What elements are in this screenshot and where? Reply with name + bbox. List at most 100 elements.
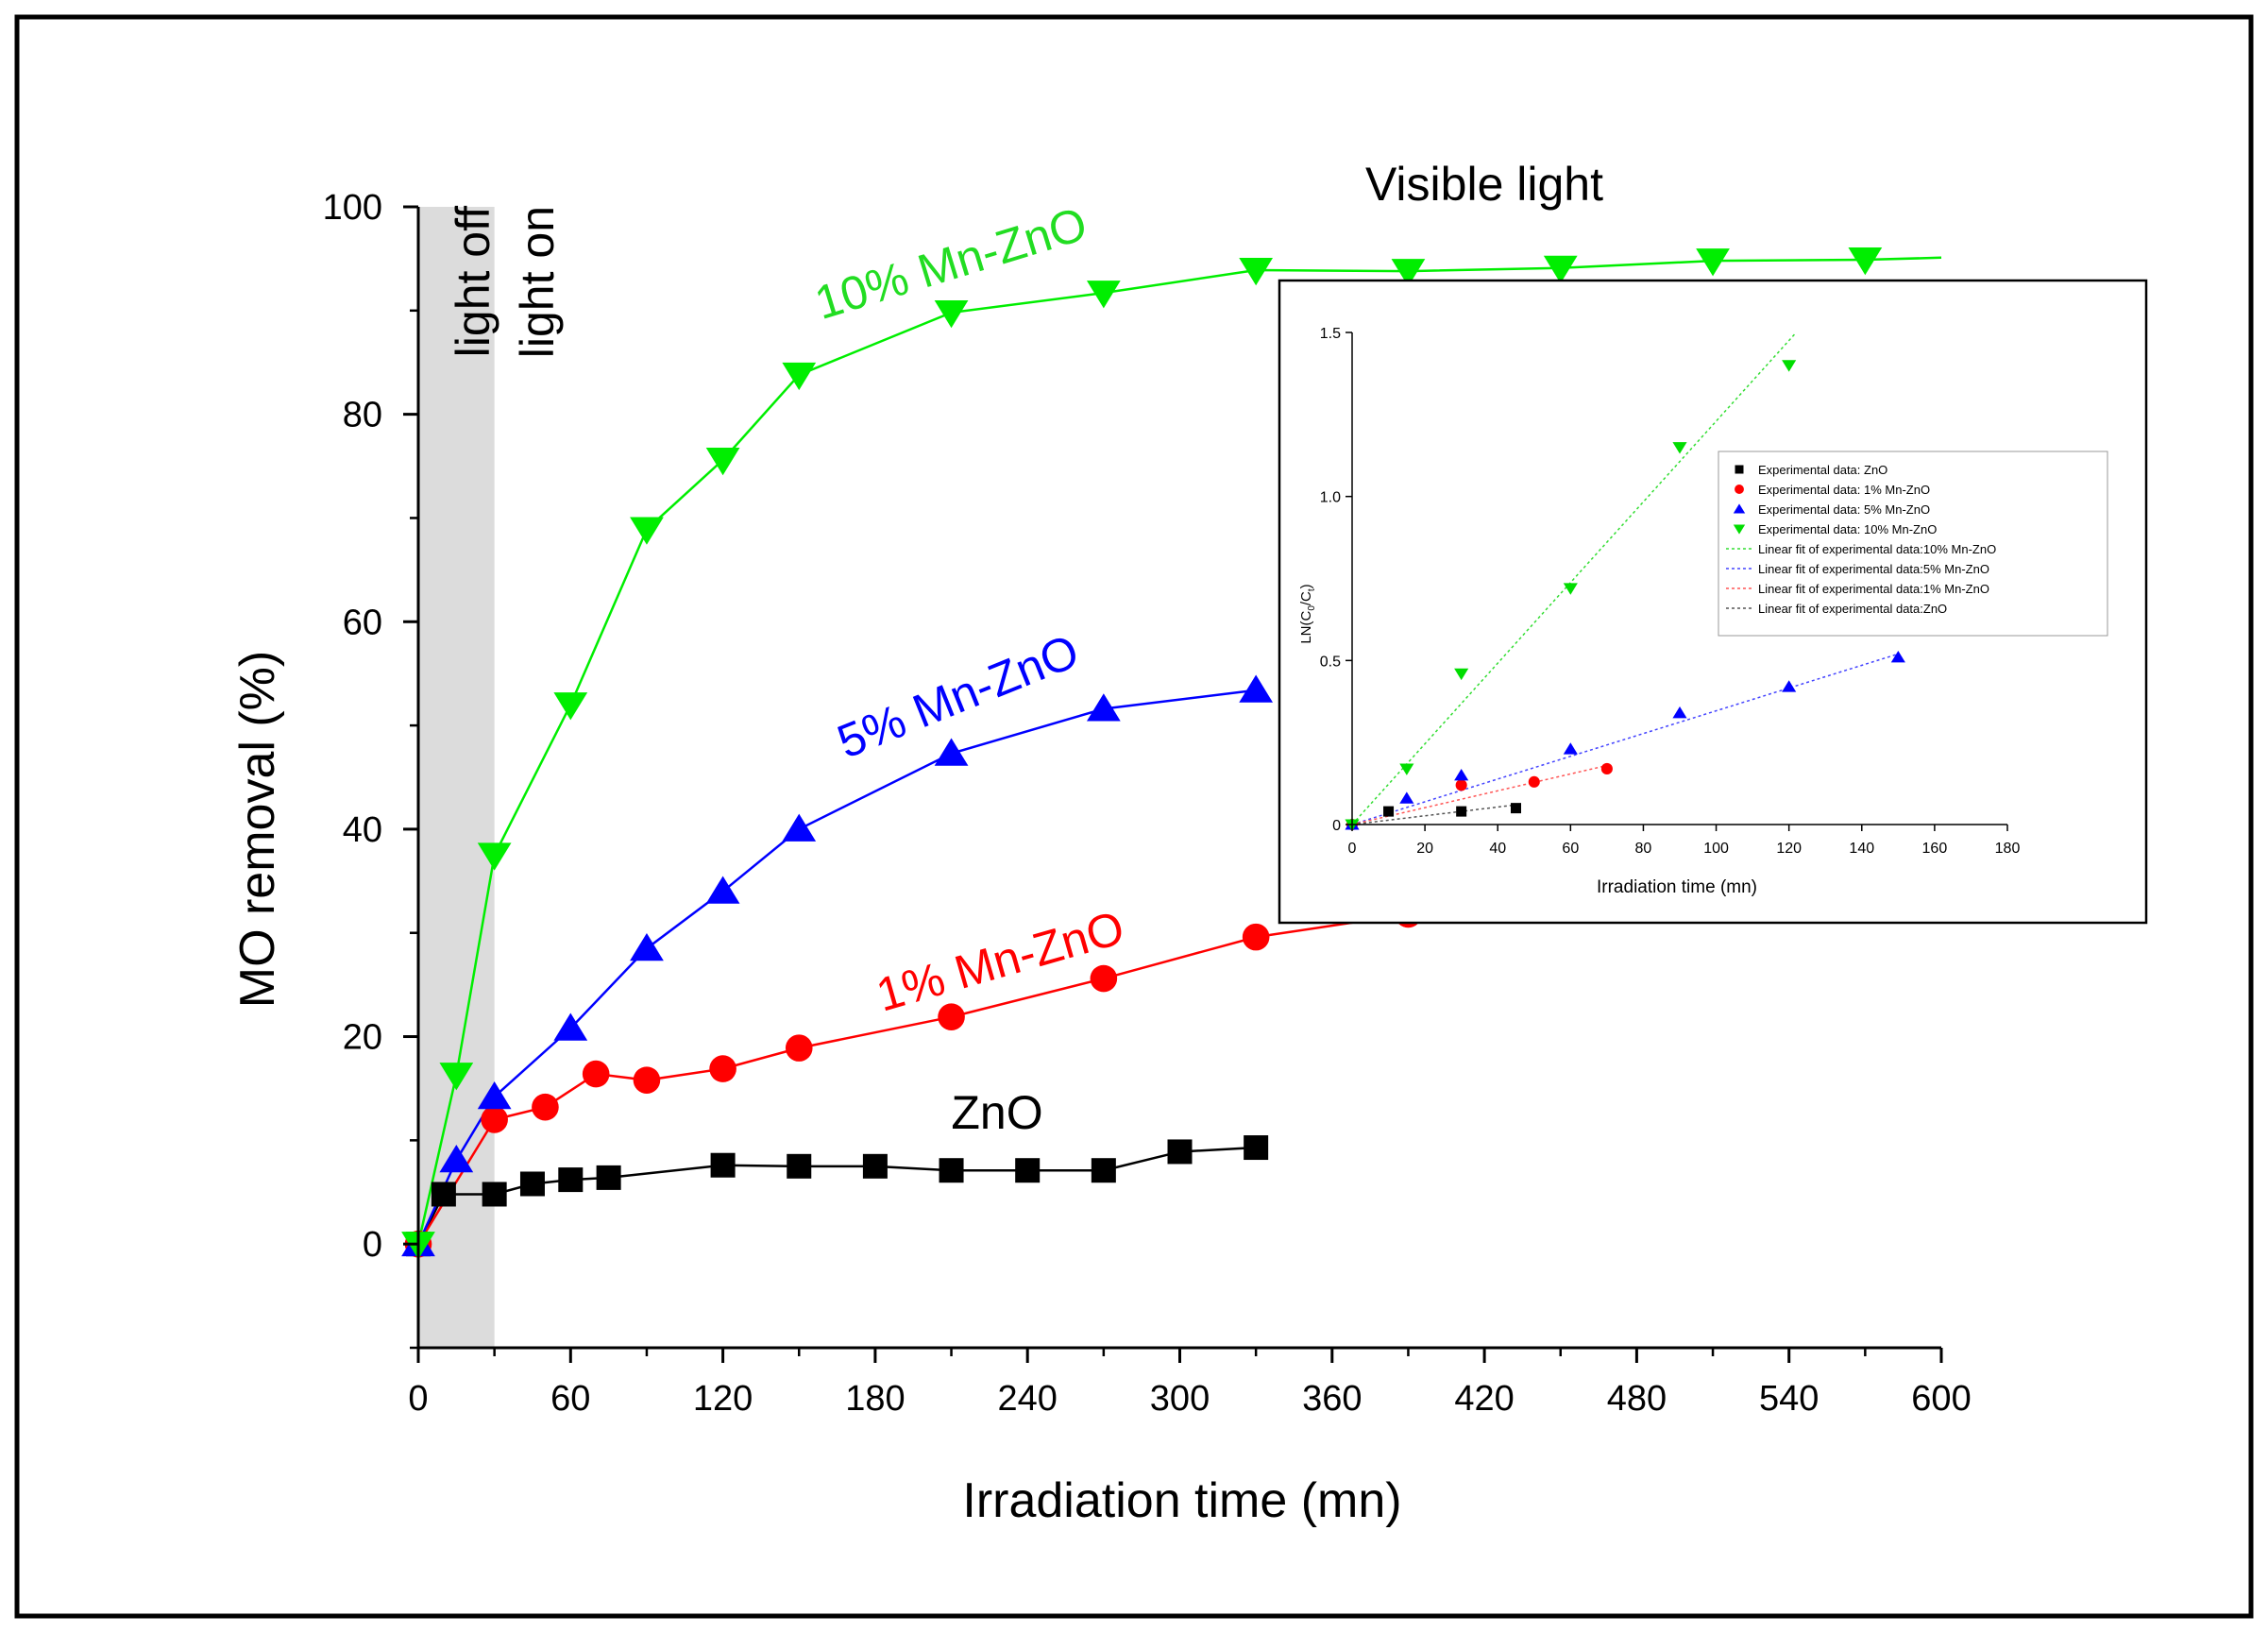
legend-label: Linear fit of experimental data:10% Mn-Z… — [1758, 542, 1996, 556]
inset-y-ticks: 0 0.5 1.0 1.5 — [1320, 326, 1352, 834]
legend-symbol-experimental-data-5pct-mn-zno — [1733, 503, 1746, 514]
main-y-tick-label: 20 — [343, 1018, 382, 1058]
data-point-5pct-mn-zno — [934, 738, 969, 766]
inset-y-tick-label: 0.5 — [1320, 654, 1341, 670]
data-point-10pct-mn-zno — [1239, 257, 1274, 286]
data-point-1pct-mn-zno — [532, 1093, 559, 1121]
light-off-label: light off — [447, 206, 499, 357]
inset-point-experimental-data-zno — [1456, 806, 1467, 817]
main-x-tick-label: 120 — [693, 1379, 753, 1419]
series-line-5pct-mn-zno — [416, 689, 1257, 1245]
inset-fit-line-linear-fit-of-experimental-data-5pct-mn-zno — [1351, 653, 1899, 825]
light-off-shaded-region — [418, 207, 495, 1348]
inset-point-experimental-data-5pct-mn-zno — [1782, 680, 1797, 692]
data-point-5pct-mn-zno — [1239, 674, 1274, 703]
series-label-5pct-mn-zno: 5% Mn-ZnO — [830, 624, 1086, 769]
data-point-5pct-mn-zno — [477, 1080, 512, 1110]
data-point-1pct-mn-zno — [1242, 923, 1270, 951]
main-chart-title: Visible light — [1365, 158, 1603, 211]
inset-point-experimental-data-10pct-mn-zno — [1782, 360, 1797, 372]
main-y-tick-label: 80 — [343, 396, 382, 435]
data-point-1pct-mn-zno — [633, 1066, 661, 1094]
data-point-10pct-mn-zno — [1848, 247, 1883, 276]
main-x-tick-label: 240 — [997, 1379, 1057, 1419]
data-point-zno — [596, 1165, 621, 1190]
inset-x-tick-label: 180 — [1995, 841, 2021, 857]
inset-ylabel-part-1: LN(C — [1298, 611, 1314, 644]
legend-label: Experimental data: 10% Mn-ZnO — [1758, 522, 1937, 536]
figure-frame — [14, 14, 2254, 1619]
data-point-10pct-mn-zno — [1086, 281, 1121, 309]
inset-markers — [1345, 360, 1905, 831]
main-series-markers — [401, 247, 1883, 1260]
data-point-5pct-mn-zno — [439, 1144, 474, 1173]
inset-point-experimental-data-1pct-mn-zno — [1455, 779, 1467, 791]
main-x-tick-label: 540 — [1759, 1379, 1819, 1419]
data-point-zno — [558, 1167, 584, 1193]
main-x-axis-label: Irradiation time (mn) — [962, 1473, 1401, 1528]
series-label-zno: ZnO — [951, 1086, 1042, 1139]
inset-x-axis-label: Irradiation time (mn) — [1597, 877, 1757, 897]
data-point-5pct-mn-zno — [782, 813, 817, 842]
data-point-zno — [1091, 1158, 1116, 1183]
data-point-zno — [939, 1158, 964, 1183]
data-point-1pct-mn-zno — [481, 1106, 508, 1133]
main-x-ticks: 0 60 120 180 240 300 360 420 480 540 600 — [408, 1348, 1972, 1419]
data-point-1pct-mn-zno — [709, 1055, 736, 1082]
data-point-zno — [431, 1182, 456, 1207]
data-point-10pct-mn-zno — [553, 692, 588, 721]
data-point-10pct-mn-zno — [782, 362, 817, 391]
main-x-tick-label: 600 — [1911, 1379, 1971, 1419]
inset-y-tick-label: 0 — [1332, 818, 1341, 834]
inset-ylabel-part-2: /C — [1298, 591, 1314, 605]
inset-point-experimental-data-5pct-mn-zno — [1454, 769, 1469, 781]
inset-x-ticks: 0 20 40 60 80 100 120 140 160 180 — [1348, 825, 2021, 857]
data-point-5pct-mn-zno — [705, 876, 740, 904]
inset-point-experimental-data-10pct-mn-zno — [1454, 668, 1469, 681]
legend-label: Linear fit of experimental data:ZnO — [1758, 602, 1947, 616]
data-point-zno — [1015, 1158, 1041, 1183]
data-point-zno — [1244, 1135, 1269, 1161]
inset-point-experimental-data-5pct-mn-zno — [1890, 650, 1905, 663]
legend-symbol-experimental-data-10pct-mn-zno — [1733, 524, 1746, 535]
main-x-tick-label: 420 — [1454, 1379, 1514, 1419]
inset-x-tick-label: 160 — [1922, 841, 1948, 857]
data-point-5pct-mn-zno — [1086, 693, 1121, 722]
data-point-10pct-mn-zno — [1391, 259, 1426, 287]
inset-ylabel-subscript-t: t — [1307, 588, 1317, 591]
inset-chart: 0 20 40 60 80 100 120 140 160 180 0 0.5 1.0 1.5 Irra… — [1278, 279, 2148, 925]
data-point-10pct-mn-zno — [439, 1063, 474, 1091]
main-x-tick-label: 360 — [1302, 1379, 1362, 1419]
inset-legend: Experimental data: ZnO Experimental data:… — [1718, 451, 2108, 637]
inset-point-experimental-data-5pct-mn-zno — [1672, 706, 1687, 719]
inset-point-experimental-data-10pct-mn-zno — [1563, 583, 1578, 595]
inset-x-tick-label: 20 — [1416, 841, 1433, 857]
data-point-zno — [519, 1171, 545, 1197]
data-point-1pct-mn-zno — [785, 1034, 813, 1062]
main-y-tick-label: 100 — [323, 188, 382, 228]
legend-symbol-experimental-data-zno — [1735, 465, 1744, 474]
inset-x-tick-label: 80 — [1635, 841, 1652, 857]
legend-label: Experimental data: 1% Mn-ZnO — [1758, 483, 1930, 497]
inset-point-experimental-data-10pct-mn-zno — [1672, 442, 1687, 454]
main-x-tick-label: 480 — [1607, 1379, 1667, 1419]
main-y-axis-label: MO removal (%) — [230, 651, 285, 1008]
data-point-zno — [710, 1152, 736, 1178]
data-point-zno — [482, 1182, 507, 1207]
inset-y-tick-label: 1.5 — [1320, 326, 1341, 342]
data-point-1pct-mn-zno — [582, 1060, 610, 1088]
data-point-10pct-mn-zno — [1696, 248, 1730, 277]
inset-fit-line-linear-fit-of-experimental-data-10pct-mn-zno — [1351, 332, 1797, 825]
inset-y-tick-label: 1.0 — [1320, 490, 1341, 506]
inset-fit-lines — [1351, 332, 1899, 825]
data-point-5pct-mn-zno — [553, 1012, 588, 1041]
data-point-1pct-mn-zno — [938, 1003, 965, 1030]
main-y-ticks: 0 20 40 60 80 100 — [323, 188, 418, 1350]
inset-x-tick-label: 40 — [1489, 841, 1506, 857]
main-x-tick-label: 0 — [408, 1379, 428, 1419]
main-x-tick-label: 180 — [845, 1379, 905, 1419]
main-y-tick-label: 60 — [343, 603, 382, 642]
legend-label: Experimental data: ZnO — [1758, 463, 1887, 477]
data-point-5pct-mn-zno — [630, 932, 664, 961]
